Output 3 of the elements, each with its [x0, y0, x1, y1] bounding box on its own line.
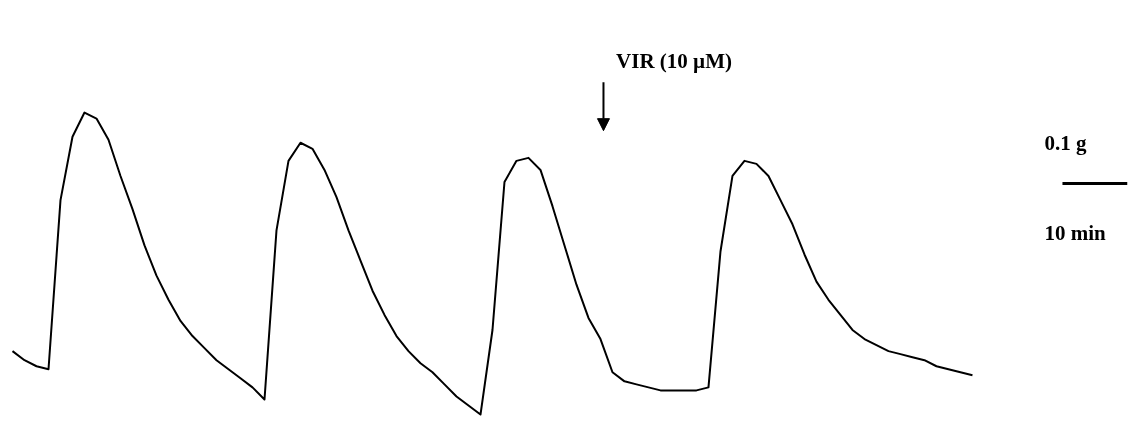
text: 10 min: [1044, 221, 1107, 246]
text: 0.1 g: [1044, 130, 1087, 155]
text: VIR (10 µM): [616, 49, 732, 74]
